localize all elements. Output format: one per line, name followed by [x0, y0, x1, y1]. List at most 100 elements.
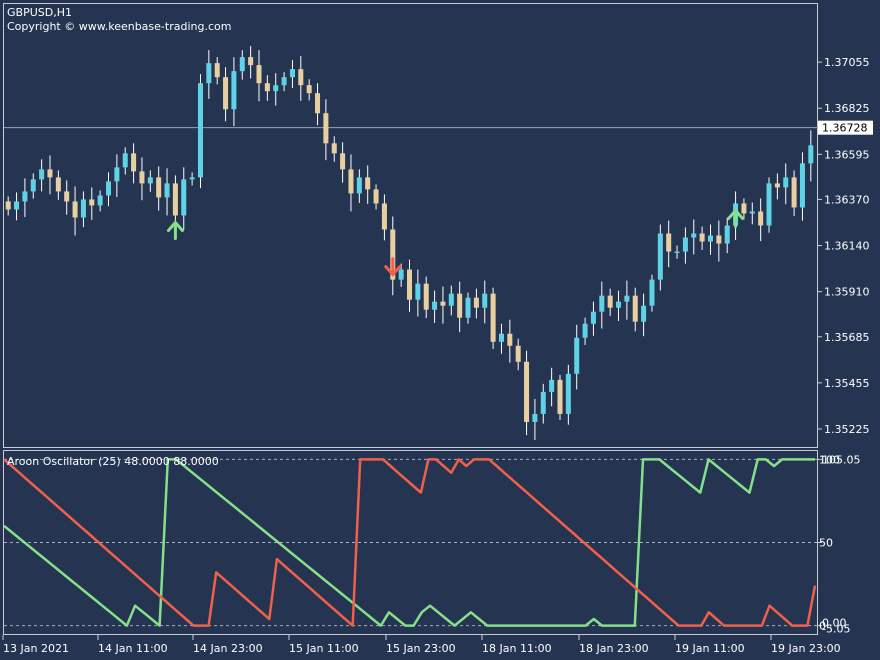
candle-body: [147, 177, 153, 184]
indicator-tick-label: 50: [819, 537, 833, 550]
candle-body: [289, 69, 295, 78]
candle-body: [365, 177, 371, 190]
time-axis: 13 Jan 2021 14 Jan 11:00 14 Jan 23:00 15 Ja…: [2, 635, 841, 655]
candle-body: [206, 63, 212, 84]
candle-body: [532, 413, 538, 422]
indicator-range-label: -5.05: [822, 623, 850, 636]
candle-body: [231, 71, 237, 110]
candle-body: [406, 269, 413, 300]
price-tick-label: 1.36140: [824, 240, 870, 253]
time-tick-label: 15 Jan 11:00: [289, 642, 359, 655]
candle-body: [248, 57, 254, 66]
current-price-marker: 1.36728: [818, 120, 873, 135]
candle-body: [55, 177, 61, 192]
candle-body: [791, 177, 797, 208]
price-tick-label: 1.36370: [824, 193, 870, 206]
candle-body: [373, 189, 379, 204]
candle-body: [323, 113, 329, 144]
time-tick-label: 14 Jan 23:00: [193, 642, 263, 655]
candle-body: [139, 171, 145, 184]
candle-body: [39, 169, 45, 180]
candle-body: [30, 179, 36, 192]
candle-body: [774, 183, 780, 188]
candle-body: [657, 233, 663, 280]
candle-body: [649, 279, 655, 306]
candle-body: [181, 179, 187, 216]
candle-body: [273, 85, 279, 92]
time-tick-label: 18 Jan 11:00: [482, 642, 552, 655]
candle-body: [172, 183, 178, 216]
candle-body: [22, 191, 28, 202]
candle-body: [465, 297, 471, 318]
candle-body: [565, 373, 571, 414]
candle-body: [515, 345, 521, 362]
candle-body: [707, 235, 713, 242]
indicator-label: Aroon Oscillator (25) 48.0000 88.0000: [7, 455, 219, 468]
time-tick-label: 19 Jan 23:00: [771, 642, 841, 655]
candle-body: [741, 203, 747, 214]
candle-body: [315, 93, 321, 114]
candle-body: [666, 233, 672, 252]
candle-body: [490, 293, 496, 342]
copyright-text: Copyright © www.keenbase-trading.com: [7, 20, 231, 33]
candle-body: [448, 293, 454, 306]
candle-body: [507, 333, 513, 346]
candle-body: [306, 85, 312, 94]
candle-body: [440, 301, 446, 306]
indicator-panel-frame: [3, 450, 818, 635]
time-tick-label: 13 Jan 2021: [3, 642, 69, 655]
candle-body: [197, 83, 203, 178]
candle-body: [557, 379, 563, 414]
candle-body: [97, 195, 103, 206]
current-price-label: 1.36728: [822, 122, 868, 135]
candlestick-series: [5, 46, 814, 440]
candle-body: [64, 191, 70, 202]
time-tick-label: 18 Jan 23:00: [579, 642, 649, 655]
indicator-range-label: 105.05: [822, 453, 861, 466]
buy-signal-arrow: [166, 220, 184, 241]
candle-body: [716, 235, 722, 244]
candle-body: [80, 199, 86, 218]
price-tick-label: 1.37055: [824, 56, 870, 69]
candle-body: [214, 63, 220, 78]
price-axis: 1.37055 1.36825 1.36595 1.36370 1.36140 1.359…: [818, 56, 870, 436]
aroon-down-line: [3, 458, 817, 627]
candle-body: [498, 333, 504, 342]
buy-signal-arrow: [727, 208, 745, 228]
candle-body: [281, 77, 287, 86]
current-price-box: [818, 120, 873, 135]
symbol-title: GBPUSD,H1: [7, 6, 72, 19]
candle-body: [457, 293, 463, 318]
candle-body: [89, 199, 95, 206]
candle-body: [783, 177, 789, 188]
candle-body: [164, 183, 170, 198]
candle-body: [331, 143, 337, 154]
price-tick-label: 1.35910: [824, 286, 870, 299]
candle-body: [808, 145, 814, 164]
candle-body: [5, 201, 11, 210]
candle-body: [398, 269, 404, 280]
candle-body: [691, 233, 697, 238]
candle-body: [72, 201, 78, 218]
candle-body: [298, 69, 304, 86]
candle-body: [348, 169, 354, 194]
candle-body: [624, 295, 630, 302]
price-tick-label: 1.35455: [824, 377, 870, 390]
candle-body: [799, 163, 805, 208]
candle-body: [106, 181, 112, 196]
signal-arrows: [166, 208, 745, 277]
price-tick-label: 1.35225: [824, 423, 870, 436]
candle-body: [540, 391, 546, 414]
candle-body: [415, 283, 421, 300]
sell-signal-arrow: [384, 257, 402, 277]
aroon-up-line: [3, 458, 815, 627]
price-tick-label: 1.36595: [824, 148, 870, 161]
candle-body: [682, 237, 688, 252]
candle-body: [264, 83, 270, 92]
candle-body: [122, 153, 128, 168]
price-panel-frame: [3, 3, 818, 448]
candle-body: [749, 211, 755, 214]
candle-body: [131, 153, 137, 172]
candle-body: [256, 65, 262, 84]
